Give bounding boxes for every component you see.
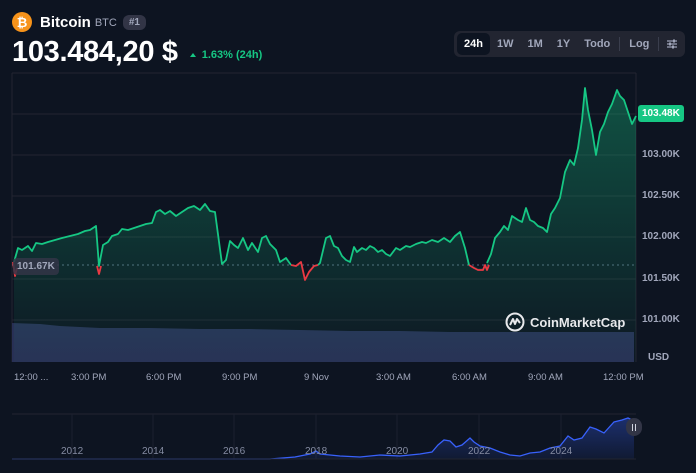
x-axis-label: 3:00 PM bbox=[71, 372, 107, 383]
divider bbox=[619, 37, 621, 51]
caret-up-icon bbox=[189, 52, 196, 57]
coin-header: ₿ Bitcoin BTC #1 103.484,20 $ 1.63% (24h… bbox=[12, 10, 262, 69]
navigator-year-label: 2014 bbox=[142, 446, 165, 457]
time-range-selector: 24h 1W 1M 1Y Todo Log bbox=[454, 31, 685, 57]
navigator-year-label: 2016 bbox=[223, 446, 246, 457]
coin-name: Bitcoin bbox=[40, 13, 91, 31]
coinmarketcap-logo-icon bbox=[505, 312, 525, 332]
current-price-tag: 103.48K bbox=[638, 105, 684, 122]
watermark-text: CoinMarketCap bbox=[530, 314, 626, 330]
price-change-value: 1.63% (24h) bbox=[201, 48, 263, 61]
x-axis-label: 6:00 AM bbox=[452, 372, 487, 383]
range-1w-button[interactable]: 1W bbox=[496, 38, 514, 50]
bitcoin-logo-icon: ₿ bbox=[12, 12, 32, 32]
range-1m-button[interactable]: 1M bbox=[527, 38, 543, 50]
x-axis-label: 9:00 PM bbox=[222, 372, 258, 383]
y-axis-label: 101.00K bbox=[642, 314, 680, 325]
navigator-drag-handle[interactable] bbox=[626, 418, 642, 436]
divider bbox=[658, 37, 660, 51]
y-axis-label: 102.50K bbox=[642, 190, 680, 201]
x-axis-label: 12:00 PM bbox=[603, 372, 644, 383]
x-axis-label: 9 Nov bbox=[304, 372, 329, 383]
navigator-year-label: 2022 bbox=[468, 446, 491, 457]
navigator-area bbox=[12, 418, 634, 459]
navigator-year-label: 2020 bbox=[386, 446, 409, 457]
navigator-year-label: 2018 bbox=[305, 446, 328, 457]
y-axis-label: 103.00K bbox=[642, 149, 680, 160]
navigator-line bbox=[12, 417, 635, 460]
x-axis-label: 3:00 AM bbox=[376, 372, 411, 383]
currency-label: USD bbox=[648, 352, 670, 363]
navigator-year-label: 2012 bbox=[61, 446, 84, 457]
x-axis-label: 6:00 PM bbox=[146, 372, 182, 383]
log-scale-button[interactable]: Log bbox=[629, 38, 650, 50]
price-change: 1.63% (24h) bbox=[189, 48, 263, 61]
coin-symbol: BTC bbox=[94, 17, 117, 29]
price-area-fill bbox=[14, 88, 636, 362]
y-axis-label: 101.50K bbox=[642, 273, 680, 284]
x-axis-label: 12:00 ... bbox=[14, 372, 49, 383]
navigator-year-label: 2024 bbox=[550, 446, 573, 457]
range-24h-button[interactable]: 24h bbox=[457, 33, 490, 55]
coinmarketcap-watermark: CoinMarketCap bbox=[505, 312, 625, 332]
price-line bbox=[13, 203, 292, 267]
y-axis-label: 102.00K bbox=[642, 231, 680, 242]
range-1y-button[interactable]: 1Y bbox=[556, 38, 571, 50]
current-price: 103.484,20 $ bbox=[12, 36, 178, 68]
rank-badge: #1 bbox=[122, 14, 146, 30]
open-price-tag: 101.67K bbox=[13, 258, 59, 275]
range-all-button[interactable]: Todo bbox=[584, 38, 611, 50]
sliders-icon[interactable] bbox=[661, 38, 682, 50]
x-axis-label: 9:00 AM bbox=[528, 372, 563, 383]
